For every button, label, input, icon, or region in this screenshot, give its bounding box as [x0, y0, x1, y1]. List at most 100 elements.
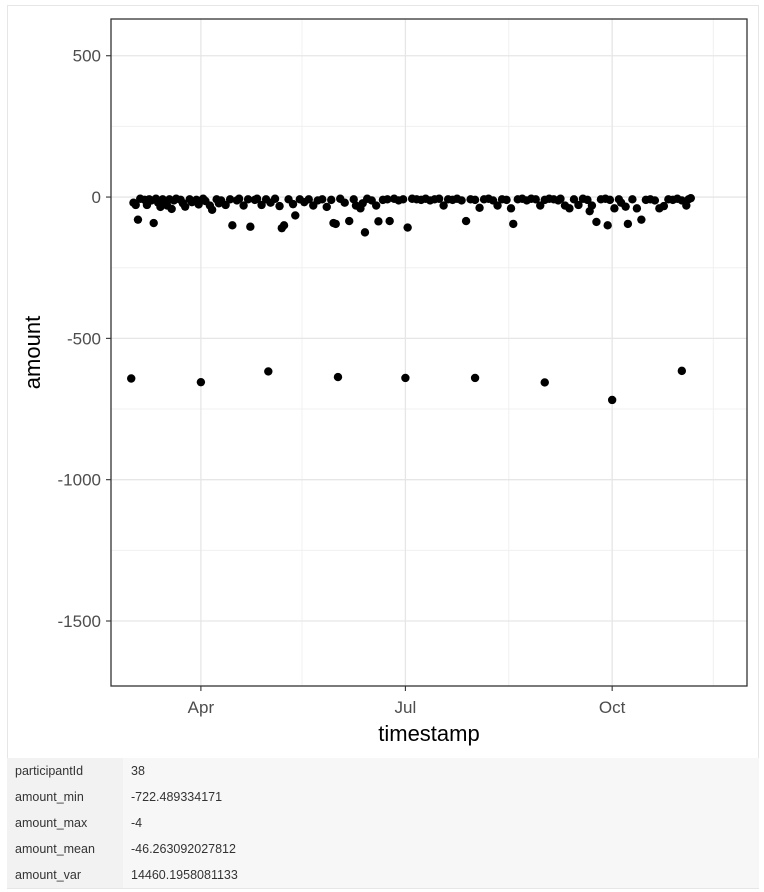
data-point — [383, 195, 392, 204]
data-point — [270, 194, 280, 203]
x-tick-label: Jul — [395, 698, 417, 717]
data-point — [398, 195, 408, 204]
data-point — [304, 195, 313, 204]
grid-major-lines — [111, 19, 747, 686]
y-tick-label: -1000 — [58, 471, 101, 490]
data-point — [221, 200, 230, 210]
stats-key: amount_mean — [7, 836, 123, 862]
data-point — [628, 195, 637, 204]
y-axis-label: amount — [20, 316, 45, 389]
data-point — [401, 373, 410, 383]
data-point — [565, 204, 574, 213]
y-tick-label: -500 — [67, 329, 101, 348]
data-point — [403, 223, 412, 232]
stats-key: amount_max — [7, 810, 123, 836]
data-point — [127, 374, 136, 383]
stats-key: amount_min — [7, 784, 123, 810]
data-point — [536, 201, 545, 210]
data-point — [133, 215, 143, 224]
data-point — [239, 201, 248, 210]
data-point — [540, 378, 549, 387]
data-point — [257, 200, 266, 210]
x-tick-label: Oct — [599, 698, 626, 717]
data-point — [360, 228, 370, 237]
data-point — [493, 201, 502, 210]
data-point — [509, 219, 518, 229]
data-point — [194, 200, 203, 209]
data-point — [607, 395, 617, 405]
x-axis-ticks: Apr Jul Oct — [188, 686, 626, 717]
data-point — [531, 195, 540, 204]
data-point — [385, 216, 394, 226]
x-axis-label: timestamp — [378, 721, 479, 746]
grid-minor-lines — [111, 19, 747, 686]
stats-value: -722.489334171 — [123, 784, 759, 810]
x-tick-label: Apr — [188, 698, 215, 717]
y-axis-ticks: 500 0 -500 -1000 -1500 — [58, 47, 111, 631]
data-point — [243, 195, 253, 204]
data-point — [345, 216, 354, 226]
data-point — [610, 204, 619, 213]
data-point — [659, 201, 669, 211]
stats-value: -4 — [123, 810, 759, 836]
data-point — [149, 218, 158, 228]
data-point — [605, 195, 615, 205]
data-point — [322, 202, 331, 212]
data-point — [637, 215, 646, 224]
data-point — [686, 193, 696, 203]
y-tick-label: 0 — [92, 188, 101, 207]
data-point — [621, 202, 630, 211]
data-point — [167, 204, 176, 214]
stats-value: -46.263092027812 — [123, 836, 759, 862]
data-point — [288, 199, 298, 209]
data-point — [264, 367, 273, 376]
data-point — [587, 201, 597, 210]
data-point — [327, 195, 336, 205]
data-point — [574, 200, 583, 210]
data-point — [196, 377, 206, 387]
data-point — [677, 366, 687, 376]
stats-value: 38 — [123, 758, 759, 784]
data-point — [207, 205, 217, 214]
data-point — [225, 195, 235, 204]
data-point — [623, 219, 633, 229]
data-point — [246, 222, 255, 231]
scatter-plot: 500 0 -500 -1000 -1500 Apr Jul Oct timestamp a… — [20, 18, 748, 746]
data-point — [475, 203, 484, 212]
data-point — [333, 372, 343, 382]
stats-row: amount_max -4 — [7, 810, 759, 836]
y-tick-label: 500 — [73, 47, 101, 66]
data-point — [650, 196, 660, 205]
data-point — [340, 198, 349, 207]
data-point — [556, 194, 565, 203]
data-point — [131, 200, 140, 210]
stats-row: amount_mean -46.263092027812 — [7, 836, 759, 862]
data-point — [583, 195, 592, 205]
output-card — [7, 5, 759, 889]
data-point — [439, 201, 448, 210]
data-point — [457, 196, 466, 205]
stats-row: amount_var 14460.1958081133 — [7, 862, 759, 888]
stats-row: amount_min -722.489334171 — [7, 784, 759, 810]
stats-key: participantId — [7, 758, 123, 784]
panel-border — [110, 18, 748, 687]
data-point — [470, 373, 480, 383]
stats-value: 14460.1958081133 — [123, 862, 759, 888]
data-point — [592, 217, 601, 227]
data-point — [252, 194, 262, 203]
data-point — [603, 221, 612, 230]
data-point — [434, 194, 444, 203]
data-point — [291, 211, 300, 220]
stats-row: participantId 38 — [7, 758, 759, 784]
data-point — [180, 202, 190, 211]
data-point — [461, 216, 471, 226]
data-point — [234, 194, 244, 203]
data-point — [502, 195, 511, 205]
y-tick-label: -1500 — [58, 612, 101, 631]
summary-stats-table: participantId 38 amount_min -722.489334171 a… — [7, 758, 759, 888]
data-point — [470, 195, 480, 205]
data-point — [506, 204, 516, 213]
data-points — [127, 193, 696, 405]
data-point — [371, 201, 381, 210]
data-point — [318, 195, 327, 204]
